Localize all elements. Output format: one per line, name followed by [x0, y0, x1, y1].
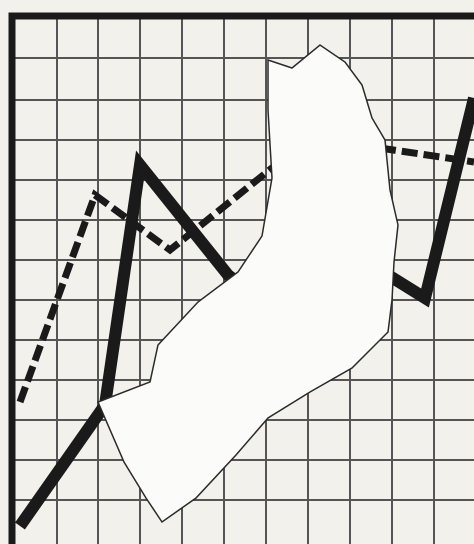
torn-paper-patch — [97, 44, 399, 524]
solid-line — [376, 96, 474, 308]
frame — [8, 12, 474, 544]
